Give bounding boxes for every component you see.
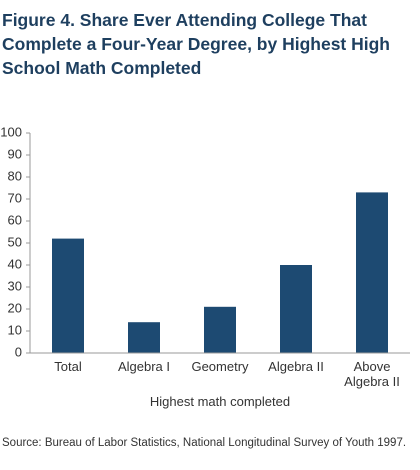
- y-tick-label: 90: [8, 146, 22, 161]
- y-tick-label: 40: [8, 256, 22, 271]
- bar: [128, 322, 160, 353]
- source-note: Source: Bureau of Labor Statistics, Nati…: [2, 437, 407, 449]
- y-tick-label: 10: [8, 322, 22, 337]
- x-tick-label: Algebra I: [117, 359, 171, 374]
- x-axis-label: Highest math completed: [149, 394, 291, 409]
- bar: [280, 265, 312, 353]
- x-tick-label: Algebra II: [268, 359, 324, 374]
- x-tick-label: Above Algebra II: [344, 359, 400, 389]
- chart-title: Figure 4. Share Ever Attending College T…: [2, 10, 390, 78]
- y-tick-label: 30: [8, 278, 22, 293]
- x-tick-label: Total: [54, 359, 82, 374]
- y-tick-label: 20: [8, 300, 22, 315]
- x-tick-label: Geometry: [191, 359, 249, 374]
- bar: [204, 306, 236, 353]
- y-tick-label: 80: [8, 168, 22, 183]
- bar: [52, 238, 84, 353]
- y-tick-label: 70: [8, 190, 22, 205]
- y-tick-label: 0: [15, 344, 22, 359]
- y-tick-label: 100: [0, 124, 22, 139]
- y-tick-label: 60: [8, 212, 22, 227]
- bar: [356, 192, 388, 353]
- y-tick-label: 50: [8, 234, 22, 249]
